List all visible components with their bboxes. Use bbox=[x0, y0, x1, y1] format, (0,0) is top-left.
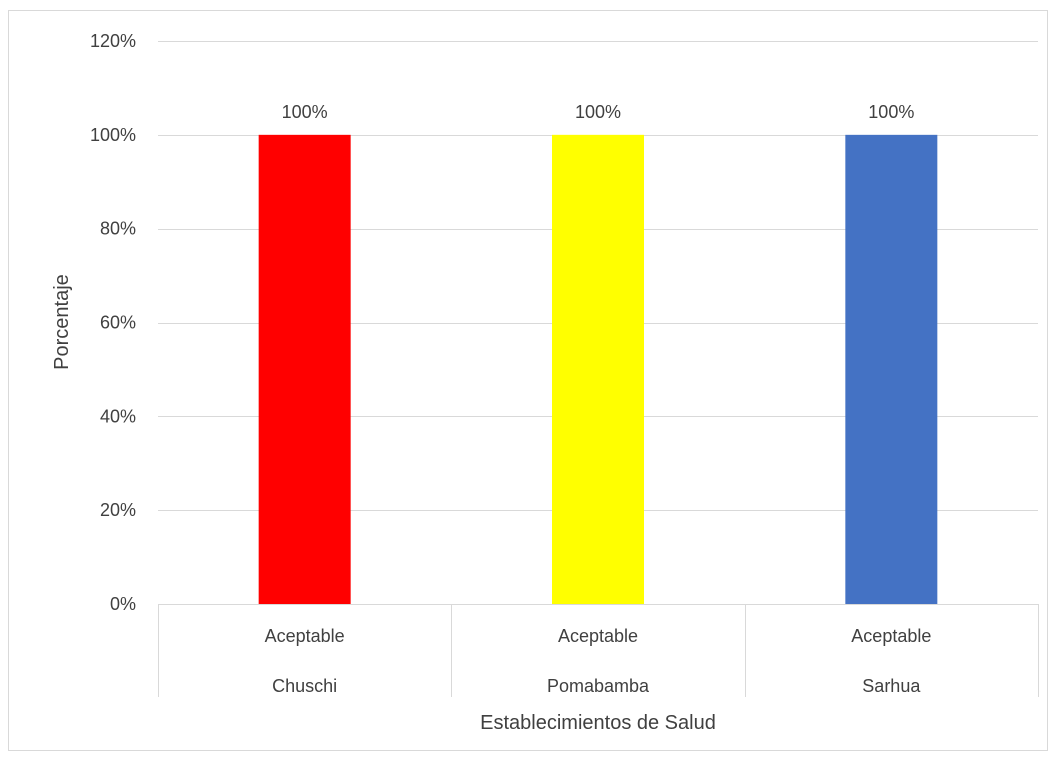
y-tick-label: 120% bbox=[90, 31, 136, 51]
bar bbox=[552, 134, 644, 605]
y-tick-label: 40% bbox=[100, 406, 136, 426]
y-tick-label: 80% bbox=[100, 219, 136, 239]
y-tick-label: 0% bbox=[110, 594, 136, 614]
x-tick-label: Aceptable bbox=[558, 626, 638, 646]
x-tick-label: Aceptable bbox=[851, 626, 931, 646]
bar bbox=[258, 134, 351, 605]
x-group-label: Sarhua bbox=[862, 676, 921, 696]
x-tick-label: Aceptable bbox=[265, 626, 345, 646]
data-label: 100% bbox=[282, 102, 328, 122]
data-labels: 100% 100% 100% bbox=[282, 102, 915, 122]
y-axis-title: Porcentaje bbox=[51, 274, 73, 370]
y-tick-label: 20% bbox=[100, 500, 136, 520]
data-label: 100% bbox=[868, 102, 914, 122]
bar bbox=[845, 134, 938, 605]
x-group-label: Pomabamba bbox=[547, 676, 650, 696]
data-label: 100% bbox=[575, 102, 621, 122]
bars bbox=[258, 134, 938, 605]
y-tick-label: 100% bbox=[90, 125, 136, 145]
x-axis-title: Establecimientos de Salud bbox=[480, 712, 716, 734]
x-group-label: Chuschi bbox=[272, 676, 337, 696]
y-tick-label: 60% bbox=[100, 313, 136, 333]
x-axis: Aceptable Chuschi Aceptable Pomabamba Acepta… bbox=[158, 604, 1039, 697]
y-axis-ticks: 0% 20% 40% 60% 80% 100% 120% bbox=[90, 31, 136, 614]
